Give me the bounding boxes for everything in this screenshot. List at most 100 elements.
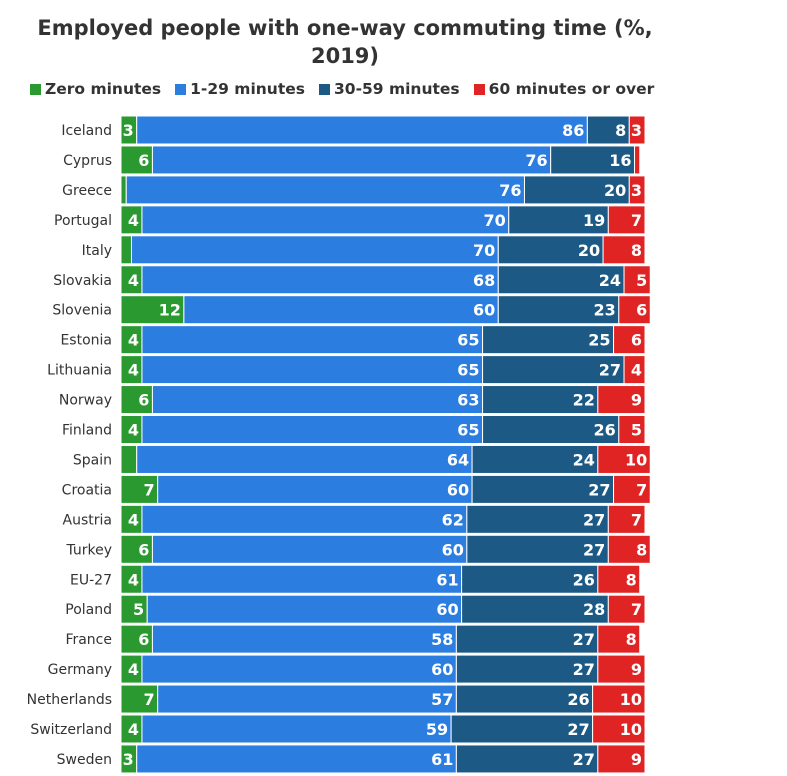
bar-croatia-zero-minutes[interactable]	[120, 474, 159, 504]
bar-cyprus-1-29-minutes[interactable]	[151, 145, 552, 175]
bar-france-1-29-minutes[interactable]	[151, 624, 457, 654]
bar-france-zero-minutes[interactable]	[120, 624, 153, 654]
bar-france-30-59-minutes[interactable]	[455, 624, 599, 654]
bar-spain-30-59-minutes[interactable]	[471, 444, 599, 474]
data-label-finland-zero-minutes: 4	[128, 421, 139, 440]
bar-estonia-1-29-minutes[interactable]	[141, 325, 484, 355]
legend-item-60-minutes-or-over[interactable]: 60 minutes or over	[473, 80, 655, 98]
bar-sweden-60-minutes-or-over[interactable]	[597, 744, 646, 774]
bar-poland-30-59-minutes[interactable]	[461, 594, 609, 624]
bar-slovakia-60-minutes-or-over[interactable]	[623, 265, 651, 295]
data-label-austria-zero-minutes: 4	[128, 510, 139, 529]
bar-iceland-1-29-minutes[interactable]	[136, 115, 588, 145]
data-label-cyprus-zero-minutes: 6	[138, 151, 149, 170]
bar-greece-zero-minutes[interactable]	[120, 175, 127, 205]
bar-italy-30-59-minutes[interactable]	[497, 235, 604, 265]
bar-lithuania-30-59-minutes[interactable]	[482, 355, 625, 385]
bar-cyprus-60-minutes-or-over[interactable]	[634, 145, 641, 175]
data-label-finland-60-minutes-or-over: 5	[631, 421, 642, 440]
category-label-slovakia: Slovakia	[53, 273, 112, 289]
data-label-portugal-60-minutes-or-over: 7	[631, 211, 642, 230]
bar-switzerland-30-59-minutes[interactable]	[450, 714, 594, 744]
bar-netherlands-1-29-minutes[interactable]	[157, 684, 457, 714]
bar-netherlands-30-59-minutes[interactable]	[455, 684, 594, 714]
bar-portugal-60-minutes-or-over[interactable]	[607, 205, 646, 235]
data-label-sweden-1-29-minutes: 61	[431, 750, 453, 769]
bar-italy-1-29-minutes[interactable]	[130, 235, 499, 265]
bar-finland-1-29-minutes[interactable]	[141, 415, 484, 444]
data-label-lithuania-30-59-minutes: 27	[599, 361, 621, 380]
bar-turkey-60-minutes-or-over[interactable]	[607, 534, 651, 564]
bar-croatia-1-29-minutes[interactable]	[157, 474, 473, 504]
bar-eu-27-30-59-minutes[interactable]	[461, 564, 599, 594]
data-label-iceland-30-59-minutes: 8	[615, 121, 626, 140]
data-label-lithuania-60-minutes-or-over: 4	[631, 361, 642, 380]
legend-item-1-29-minutes[interactable]: 1-29 minutes	[175, 80, 305, 98]
bar-norway-1-29-minutes[interactable]	[151, 385, 484, 415]
bar-greece-60-minutes-or-over[interactable]	[628, 175, 646, 205]
bar-slovenia-zero-minutes[interactable]	[120, 295, 185, 325]
bar-portugal-1-29-minutes[interactable]	[141, 205, 510, 235]
bar-sweden-30-59-minutes[interactable]	[455, 744, 599, 774]
bar-slovenia-1-29-minutes[interactable]	[183, 295, 499, 325]
bar-finland-60-minutes-or-over[interactable]	[618, 415, 646, 444]
category-label-germany: Germany	[48, 662, 112, 678]
bar-norway-30-59-minutes[interactable]	[482, 385, 599, 415]
bar-estonia-60-minutes-or-over[interactable]	[613, 325, 646, 355]
data-label-finland-1-29-minutes: 65	[457, 421, 479, 440]
legend-item-30-59-minutes[interactable]: 30-59 minutes	[319, 80, 460, 98]
bar-spain-60-minutes-or-over[interactable]	[597, 444, 651, 474]
bar-slovenia-30-59-minutes[interactable]	[497, 295, 620, 325]
legend-label-60-minutes-or-over: 60 minutes or over	[488, 80, 655, 98]
bar-italy-zero-minutes[interactable]	[120, 235, 132, 265]
bar-poland-60-minutes-or-over[interactable]	[607, 594, 646, 624]
bar-iceland-60-minutes-or-over[interactable]	[628, 115, 646, 145]
data-label-slovenia-zero-minutes: 12	[159, 301, 181, 320]
bar-austria-30-59-minutes[interactable]	[466, 504, 609, 534]
data-label-turkey-zero-minutes: 6	[138, 540, 149, 559]
legend-label-30-59-minutes: 30-59 minutes	[334, 80, 460, 98]
bar-netherlands-60-minutes-or-over[interactable]	[592, 684, 646, 714]
bar-austria-60-minutes-or-over[interactable]	[607, 504, 646, 534]
bar-slovenia-60-minutes-or-over[interactable]	[618, 295, 651, 325]
bar-eu-27-1-29-minutes[interactable]	[141, 564, 463, 594]
bar-cyprus-30-59-minutes[interactable]	[550, 145, 636, 175]
bar-norway-60-minutes-or-over[interactable]	[597, 385, 646, 415]
bar-france-60-minutes-or-over[interactable]	[597, 624, 641, 654]
bar-switzerland-60-minutes-or-over[interactable]	[592, 714, 646, 744]
legend-item-zero-minutes[interactable]: Zero minutes	[30, 80, 161, 98]
data-label-germany-zero-minutes: 4	[128, 660, 139, 679]
bar-turkey-30-59-minutes[interactable]	[466, 534, 609, 564]
bar-poland-zero-minutes[interactable]	[120, 594, 148, 624]
bar-italy-60-minutes-or-over[interactable]	[602, 235, 646, 265]
bar-turkey-1-29-minutes[interactable]	[151, 534, 468, 564]
bar-poland-1-29-minutes[interactable]	[146, 594, 463, 624]
bar-greece-1-29-minutes[interactable]	[125, 175, 525, 205]
data-label-estonia-30-59-minutes: 25	[588, 331, 610, 350]
data-label-finland-30-59-minutes: 26	[594, 421, 616, 440]
bar-croatia-60-minutes-or-over[interactable]	[613, 474, 651, 504]
bar-eu-27-60-minutes-or-over[interactable]	[597, 564, 641, 594]
bar-germany-1-29-minutes[interactable]	[141, 654, 457, 684]
data-label-iceland-1-29-minutes: 86	[562, 121, 584, 140]
bar-spain-zero-minutes[interactable]	[120, 444, 138, 474]
data-label-sweden-zero-minutes: 3	[123, 750, 134, 769]
bar-germany-30-59-minutes[interactable]	[455, 654, 599, 684]
bar-spain-1-29-minutes[interactable]	[136, 444, 473, 474]
data-label-cyprus-1-29-minutes: 76	[525, 151, 547, 170]
data-label-poland-zero-minutes: 5	[133, 600, 144, 619]
bar-lithuania-1-29-minutes[interactable]	[141, 355, 484, 385]
bar-iceland-30-59-minutes[interactable]	[586, 115, 630, 145]
bar-sweden-1-29-minutes[interactable]	[136, 744, 457, 774]
bar-cyprus-zero-minutes[interactable]	[120, 145, 153, 175]
bar-switzerland-1-29-minutes[interactable]	[141, 714, 452, 744]
bar-lithuania-60-minutes-or-over[interactable]	[623, 355, 646, 385]
data-label-eu-27-zero-minutes: 4	[128, 570, 139, 589]
bar-slovakia-1-29-minutes[interactable]	[141, 265, 499, 295]
bar-austria-1-29-minutes[interactable]	[141, 504, 468, 534]
bar-slovakia-30-59-minutes[interactable]	[497, 265, 625, 295]
bar-netherlands-zero-minutes[interactable]	[120, 684, 159, 714]
data-label-switzerland-zero-minutes: 4	[128, 720, 139, 739]
bar-turkey-zero-minutes[interactable]	[120, 534, 153, 564]
bar-germany-60-minutes-or-over[interactable]	[597, 654, 646, 684]
